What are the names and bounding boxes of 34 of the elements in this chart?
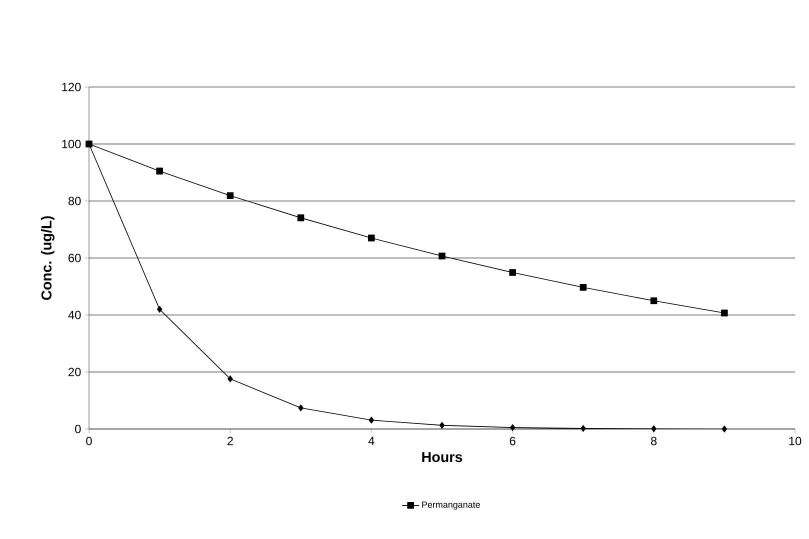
point — [722, 426, 728, 432]
point — [228, 375, 233, 382]
point — [368, 234, 375, 242]
x-tick-label: 0 — [86, 436, 92, 446]
legend-label: Permanganate — [422, 502, 480, 510]
x-tick-label: 6 — [510, 436, 516, 446]
point — [580, 284, 587, 291]
y-tick-label: 60 — [68, 254, 81, 262]
point — [721, 310, 728, 316]
x-tick-label: 8 — [651, 436, 657, 446]
point — [156, 306, 162, 313]
point — [156, 168, 163, 174]
y-tick-label: 20 — [68, 368, 81, 376]
x-tick-label: 2 — [227, 436, 233, 446]
point — [509, 269, 516, 276]
point — [510, 424, 516, 431]
y-axis-title: Conc. (ug/L) — [41, 216, 54, 300]
point — [580, 425, 586, 432]
y-tick-label: 80 — [68, 196, 81, 206]
point — [298, 404, 304, 412]
x-tick-label: 4 — [368, 436, 374, 445]
y-tick-label: 40 — [68, 310, 81, 320]
y-tick-label: 0 — [75, 424, 81, 434]
y-tick-label: 120 — [62, 82, 81, 92]
point — [438, 252, 446, 260]
point — [297, 214, 304, 222]
x-axis-title: Hours — [422, 452, 462, 462]
point — [226, 192, 234, 199]
y-tick-label: 100 — [62, 140, 81, 148]
x-tick-label: 10 — [789, 436, 802, 446]
point — [650, 297, 658, 304]
point — [651, 425, 656, 432]
point — [368, 416, 374, 424]
point — [439, 422, 445, 429]
